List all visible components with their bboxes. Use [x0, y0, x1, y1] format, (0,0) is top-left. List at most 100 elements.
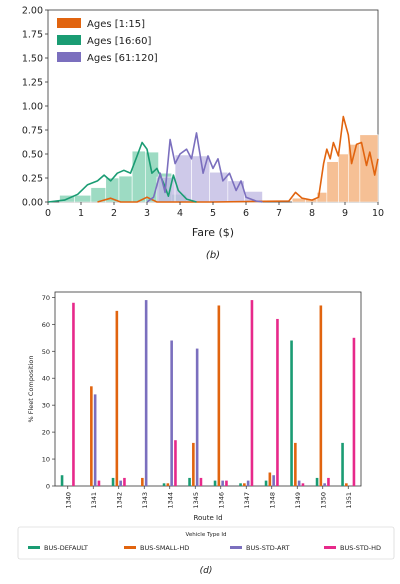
y-tick-label: 1.00: [22, 102, 43, 113]
x-tick-label: 1350: [319, 492, 327, 509]
panel-d-caption: (d): [200, 566, 213, 576]
bar-y-ticks: 0 10 20 30 40 50 60 70: [42, 294, 55, 491]
legend-swatch: [28, 546, 40, 549]
legend-entry: Ages [16:60]: [87, 36, 151, 47]
x-tick-label: 8: [309, 208, 315, 219]
legend-swatch: [230, 546, 242, 549]
bar-x-axis-label: Route Id: [193, 514, 222, 522]
bar-1340-BUS-DEFAULT: [60, 475, 64, 486]
bar-1348-BUS-SMALL-HD: [268, 472, 272, 486]
y-tick-label: 60: [42, 321, 50, 329]
bar-1344-BUS-SMALL-HD: [166, 483, 170, 486]
bar-1349-BUS-STD-ART: [297, 480, 301, 486]
histogram-bins: [59, 134, 379, 203]
y-tick-label: 2.00: [22, 6, 43, 17]
bar-x-ticks: 1340 1341 1342 1343 1344 1345 1346 1347 1348 1349…: [64, 486, 353, 509]
legend-entry: BUS-DEFAULT: [44, 544, 88, 552]
bar-1346-BUS-STD-ART: [221, 480, 224, 486]
bar-1344-BUS-DEFAULT: [162, 483, 166, 486]
x-tick-label: 4: [177, 208, 183, 219]
x-tick-label: 9: [342, 208, 348, 219]
bar-1347-BUS-DEFAULT: [239, 483, 242, 486]
y-tick-label: 40: [42, 375, 50, 383]
x-tick-label: 1340: [64, 492, 72, 509]
bar-1348-BUS-STD-ART: [272, 475, 275, 486]
bar-1345-BUS-SMALL-HD: [192, 442, 195, 486]
bar-1347-BUS-STD-HD: [250, 300, 254, 486]
histogram-x-ticks: 0 1 2 3 4 5 6 7 8 9 10: [45, 202, 384, 219]
x-tick-label: 2: [111, 208, 117, 219]
y-tick-label: 1.25: [22, 78, 43, 89]
bar-1351-BUS-STD-HD: [352, 337, 356, 486]
bar-1345-BUS-DEFAULT: [188, 477, 191, 486]
kde-curves: [47, 115, 379, 203]
bar-series: [60, 300, 356, 486]
fleet-composition-panel: 0 10 20 30 40 50 60 70 1340 1341 1342 1343 1344 1345…: [17, 291, 395, 576]
bar-1349-BUS-SMALL-HD: [294, 442, 297, 486]
hist-bin-s1-5: [131, 150, 146, 203]
bar-1348-BUS-DEFAULT: [264, 480, 268, 486]
legend-entry: BUS-STD-HD: [340, 544, 381, 552]
hist-bin-s1-6: [145, 151, 159, 203]
histogram-y-ticks: 0.00 0.25 0.50 0.75 1.00 1.25 1.50 1.75 2.00: [22, 6, 48, 209]
x-tick-label: 1348: [268, 492, 276, 509]
bar-1345-BUS-STD-ART: [195, 348, 199, 486]
x-tick-label: 7: [276, 208, 282, 219]
y-tick-label: 30: [42, 402, 50, 410]
bar-legend: BUS-DEFAULT BUS-SMALL-HD BUS-STD-ART BUS-ST…: [28, 544, 381, 552]
fare-histogram-panel: 0.00 0.25 0.50 0.75 1.00 1.25 1.50 1.75 2.00 0 1 2…: [22, 6, 384, 262]
legend-entry: Ages [61:120]: [87, 53, 158, 64]
x-tick-label: 1341: [90, 492, 98, 509]
hist-bin-s1-1: [74, 194, 92, 203]
bar-1341-BUS-STD-ART: [93, 394, 97, 486]
bar-1346-BUS-DEFAULT: [213, 480, 217, 486]
bar-1350-BUS-STD-ART: [323, 483, 326, 486]
bar-1349-BUS-STD-HD: [301, 483, 305, 486]
kde-line-0: [97, 115, 379, 203]
kde-line-1: [47, 141, 197, 203]
x-tick-label: 5: [210, 208, 216, 219]
bar-y-axis-label: % Fleet Composition: [27, 356, 35, 423]
bar-1342-BUS-STD-ART: [119, 480, 122, 486]
x-tick-label: 10: [372, 208, 384, 219]
x-tick-label: 1347: [243, 492, 251, 509]
bar-1350-BUS-SMALL-HD: [319, 305, 323, 486]
bar-1343-BUS-STD-ART: [144, 300, 148, 486]
y-tick-label: 10: [42, 456, 50, 464]
x-tick-label: 1351: [345, 492, 353, 509]
bar-1344-BUS-STD-ART: [170, 340, 173, 486]
x-tick-label: 1342: [115, 492, 123, 509]
x-tick-label: 6: [243, 208, 249, 219]
legend-entry: Ages [1:15]: [87, 19, 145, 30]
bar-legend-box: [17, 526, 395, 560]
y-tick-label: 1.50: [22, 54, 43, 65]
bar-1347-BUS-STD-ART: [246, 480, 250, 486]
hist-bin-s0-3: [326, 161, 339, 203]
histogram-x-axis-label: Fare ($): [192, 226, 234, 239]
bar-1348-BUS-STD-HD: [276, 318, 279, 486]
legend-entry: BUS-SMALL-HD: [140, 544, 189, 552]
y-tick-label: 0: [46, 483, 50, 491]
legend-swatch: [57, 35, 81, 45]
bar-1343-BUS-SMALL-HD: [141, 477, 144, 486]
x-tick-label: 1345: [192, 492, 200, 509]
bar-1347-BUS-SMALL-HD: [243, 483, 246, 486]
bar-1350-BUS-STD-HD: [327, 477, 330, 486]
bar-axes-frame: [54, 291, 362, 487]
bar-1342-BUS-SMALL-HD: [115, 310, 119, 486]
y-tick-label: 50: [42, 348, 50, 356]
y-tick-label: 1.75: [22, 30, 43, 41]
bar-1346-BUS-STD-HD: [225, 480, 228, 486]
x-tick-label: 3: [144, 208, 150, 219]
x-tick-label: 0: [45, 208, 51, 219]
bar-1345-BUS-STD-HD: [199, 477, 203, 486]
bar-1344-BUS-STD-HD: [174, 440, 177, 486]
bar-1350-BUS-DEFAULT: [315, 477, 319, 486]
y-tick-label: 0.00: [22, 198, 43, 209]
legend-swatch: [124, 546, 136, 549]
bar-1341-BUS-STD-HD: [97, 480, 101, 486]
x-tick-label: 1349: [294, 492, 302, 509]
bar-1341-BUS-SMALL-HD: [90, 386, 93, 486]
y-tick-label: 0.25: [22, 174, 43, 185]
